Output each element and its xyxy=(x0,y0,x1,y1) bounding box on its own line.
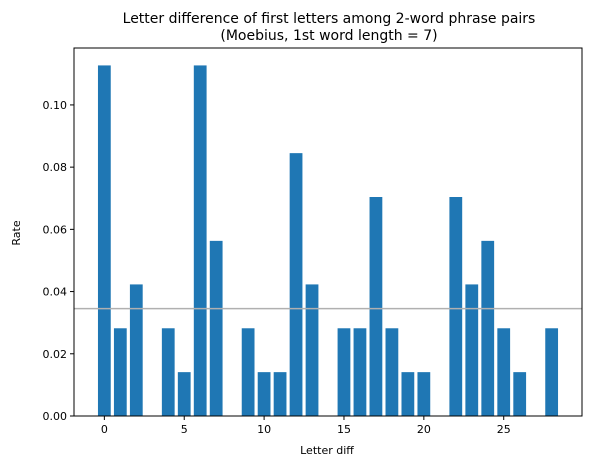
bar xyxy=(289,153,303,416)
y-tick-label: 0.00 xyxy=(43,410,68,423)
y-tick-label: 0.02 xyxy=(43,348,68,361)
x-tick-label: 25 xyxy=(497,423,511,436)
bar xyxy=(257,372,271,416)
x-tick-label: 5 xyxy=(181,423,188,436)
bar xyxy=(193,65,207,417)
bar xyxy=(209,240,223,416)
y-axis-ticks: 0.00 0.02 0.04 0.06 0.08 0.10 xyxy=(43,99,74,423)
bar xyxy=(177,372,191,416)
plot-frame xyxy=(73,47,583,417)
chart-title: Letter difference of first letters among… xyxy=(123,11,536,27)
bar xyxy=(401,372,415,416)
bar xyxy=(129,284,143,416)
bar xyxy=(113,328,127,416)
x-tick-label: 20 xyxy=(417,423,431,436)
y-tick-label: 0.06 xyxy=(43,223,68,236)
bar xyxy=(481,240,495,416)
bar xyxy=(273,372,287,416)
x-tick-label: 10 xyxy=(257,423,271,436)
bar xyxy=(161,328,175,416)
x-tick-label: 0 xyxy=(101,423,108,436)
bar xyxy=(97,65,111,417)
bar xyxy=(353,328,367,416)
bar xyxy=(241,328,255,416)
bar xyxy=(497,328,511,416)
bar xyxy=(545,328,559,416)
y-tick-label: 0.08 xyxy=(43,161,68,174)
bar xyxy=(465,284,479,416)
x-axis-ticks: 0 5 10 15 20 25 xyxy=(101,416,511,436)
y-axis-label: Rate xyxy=(10,220,23,245)
x-axis-label: Letter diff xyxy=(300,444,354,457)
bar xyxy=(417,372,431,416)
bar xyxy=(337,328,351,416)
bar xyxy=(385,328,399,416)
bars-group xyxy=(97,65,559,417)
chart-subtitle: (Moebius, 1st word length = 7) xyxy=(220,28,437,44)
bar xyxy=(449,197,463,416)
x-tick-label: 15 xyxy=(337,423,351,436)
bar xyxy=(513,372,527,416)
bar xyxy=(369,197,383,416)
y-tick-label: 0.10 xyxy=(43,99,68,112)
y-tick-label: 0.04 xyxy=(43,286,68,299)
bar xyxy=(305,284,319,416)
